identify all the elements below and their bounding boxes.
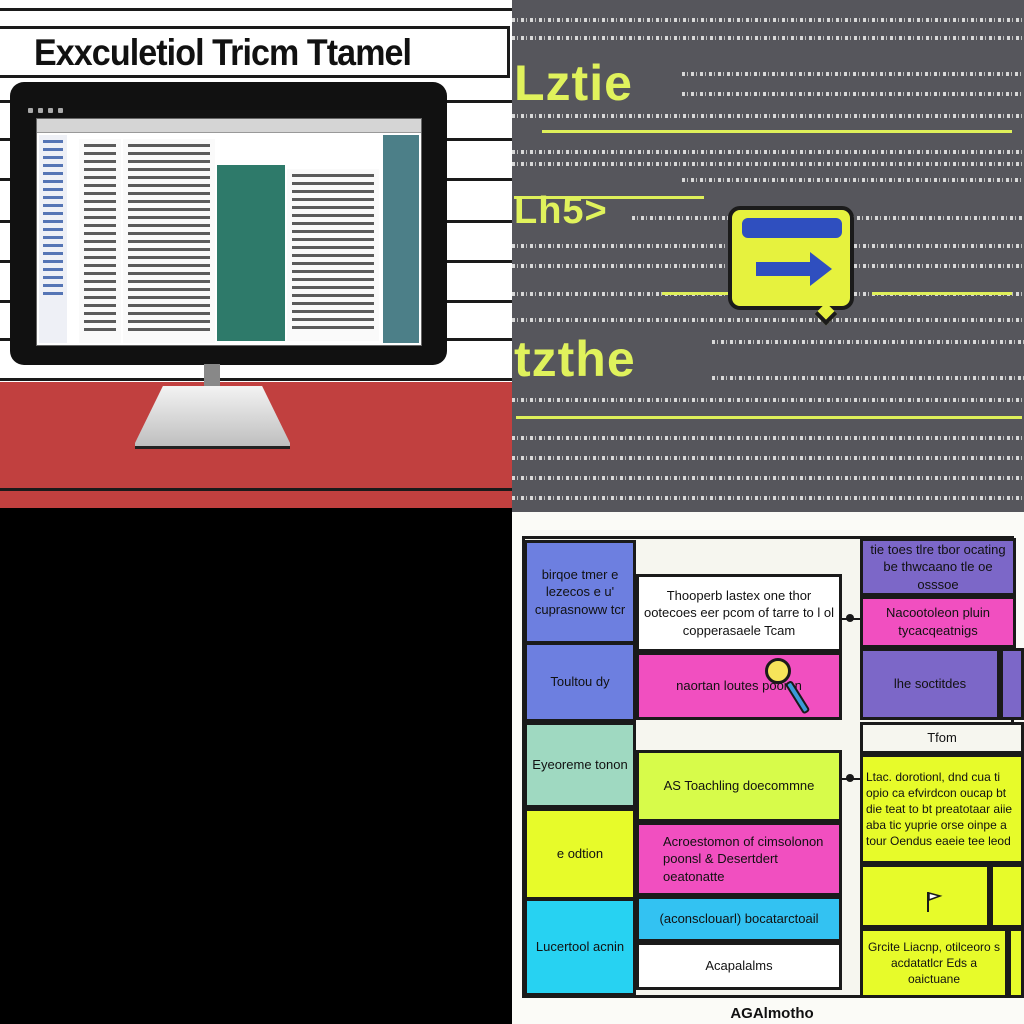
screen-right-panel xyxy=(383,135,419,343)
flowchart-panel: birqoe tmer e lezecos e u' cuprasnoww tc… xyxy=(512,512,1024,1024)
screen-text-column xyxy=(79,139,121,343)
connector-dot xyxy=(846,774,854,782)
flow-cell-edge xyxy=(1000,648,1024,720)
chat-bubble-icon xyxy=(728,206,854,326)
connector-dot xyxy=(846,614,854,622)
flow-cell: Acapalalms xyxy=(636,942,842,990)
divider xyxy=(0,8,512,11)
magnifier-icon xyxy=(765,658,791,684)
flow-cell-edge xyxy=(1008,928,1024,998)
heading-word: Lh5> xyxy=(514,190,608,232)
flow-cell: AS Toachling doecommne xyxy=(636,750,842,822)
monitor-stand-base xyxy=(135,386,290,448)
flow-cell: Nacootoleon pluin tycacqeatnigs xyxy=(860,596,1016,648)
page-title: Exxculetiol Tricm Ttamel xyxy=(34,32,412,73)
flow-cell: Lucertool acnin xyxy=(524,898,636,996)
flow-cell: Ltac. dorotionl, dnd cua ti opio ca efvi… xyxy=(860,754,1024,864)
flag-icon xyxy=(927,892,943,912)
divider xyxy=(0,378,512,381)
browser-toolbar xyxy=(37,119,421,133)
flow-cell: Tfom xyxy=(860,722,1024,754)
flow-cell-edge xyxy=(990,864,1024,928)
monitor-stand-neck xyxy=(204,364,220,388)
divider xyxy=(0,488,512,491)
flow-cell: (aconsclouarl) bocatarctoail xyxy=(636,896,842,942)
flow-cell: Grcite Liacnp, otilceoro s acdatatlcr Ed… xyxy=(860,928,1008,998)
empty-black-panel xyxy=(0,508,512,1024)
highlight-line xyxy=(872,292,1012,295)
flow-cell: Eyeoreme tonon xyxy=(524,722,636,808)
screen-sidebar xyxy=(39,135,67,343)
highlight-line xyxy=(542,130,1012,133)
arrow-right-icon xyxy=(756,262,818,276)
monitor-illustration-panel: Exxculetiol Tricm Ttamel xyxy=(0,0,512,508)
diagram-caption: AGAlmotho xyxy=(730,1005,814,1022)
highlight-line xyxy=(662,292,742,295)
flow-cell: birqoe tmer e lezecos e u' cuprasnoww tc… xyxy=(524,540,636,644)
text-texture-panel: Lztie Lh5> tzthe xyxy=(512,0,1024,512)
highlight-line xyxy=(514,196,704,199)
flow-cell: Toultou dy xyxy=(524,642,636,722)
flow-cell: lhe soctitdes xyxy=(860,648,1000,720)
title-frame xyxy=(0,26,510,78)
flow-cell xyxy=(860,864,990,928)
screen-text-column xyxy=(123,139,215,343)
flow-cell: naortan loutes poomn xyxy=(636,652,842,720)
window-controls-icon xyxy=(28,100,128,113)
screen-image-block xyxy=(217,165,285,341)
flow-cell: tie toes tlre tbor ocating be thwcaano t… xyxy=(860,538,1016,596)
flow-cell: Thooperb lastex one thor ootecoes eer pc… xyxy=(636,574,842,652)
stand-shadow xyxy=(135,446,290,449)
flow-cell: Acroestomon of cimsolonon poonsl & Deser… xyxy=(636,822,842,896)
highlight-line xyxy=(516,416,1022,419)
screen-text-column xyxy=(287,169,379,341)
monitor-screen xyxy=(36,118,422,346)
heading-word: Lztie xyxy=(514,55,633,111)
heading-word: tzthe xyxy=(514,331,636,387)
flow-cell: e odtion xyxy=(524,808,636,900)
